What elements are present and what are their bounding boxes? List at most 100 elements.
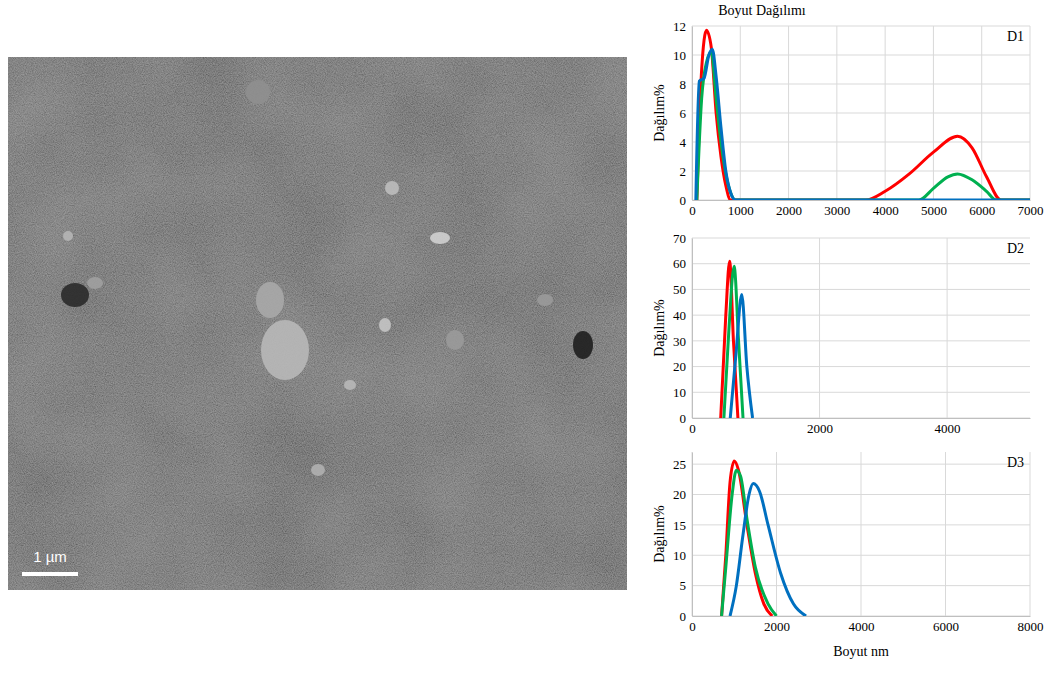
sem-particle	[385, 181, 399, 195]
y-tick: 60	[673, 256, 692, 271]
x-tick-label: 4000	[849, 619, 875, 634]
y-tick-label: 10	[673, 548, 686, 563]
y-axis-line	[692, 453, 693, 617]
y-axis: 0510152025	[673, 453, 693, 624]
y-grid-line	[692, 340, 1030, 341]
x-tick-label: 7000	[1018, 203, 1044, 218]
y-tick-label: 0	[680, 411, 687, 426]
y-tick: 0	[680, 411, 693, 426]
panel-title: D1	[1007, 29, 1024, 44]
x-tick-label: 2000	[807, 421, 833, 436]
y-tick: 4	[680, 135, 693, 150]
plot-lines	[721, 261, 753, 418]
plot-lines	[696, 30, 1030, 200]
x-tick: 2000	[807, 418, 833, 436]
y-grid-line	[692, 26, 1030, 27]
x-grid-line	[861, 452, 862, 616]
sem-particle	[430, 232, 450, 244]
y-tick: 20	[673, 487, 692, 502]
y-tick-label: 20	[673, 359, 686, 374]
series-line	[697, 30, 1030, 200]
figure-svg: 1 µmBoyut Dağılımı0100020003000400050006…	[0, 0, 1064, 677]
grid	[692, 452, 1030, 616]
x-axis: 0 1000 2000 3000 4000 5000 6000 7000	[689, 200, 1043, 218]
y-tick: 0	[680, 193, 693, 208]
y-tick-label: 60	[673, 256, 686, 271]
figure: 1 µmBoyut Dağılımı0100020003000400050006…	[0, 0, 1064, 677]
x-axis-line	[693, 616, 1031, 617]
y-tick-label: 20	[673, 487, 686, 502]
x-axis: 0 2000 4000	[689, 418, 1030, 436]
y-axis-line	[692, 27, 693, 201]
y-tick-label: 0	[680, 193, 687, 208]
x-grid-line	[819, 238, 820, 418]
x-tick-label: 4000	[873, 203, 899, 218]
y-tick-label: 5	[680, 578, 687, 593]
sem-particle	[344, 380, 356, 390]
sem-particle	[573, 331, 593, 359]
x-tick-label: 0	[689, 421, 696, 436]
y-grid-line	[692, 289, 1030, 290]
sem-particle	[63, 231, 73, 241]
scale-bar	[22, 572, 78, 576]
x-tick-label: 6000	[933, 619, 959, 634]
panel-title: D2	[1007, 241, 1024, 256]
y-tick-label: 15	[673, 518, 686, 533]
x-tick-label: 3000	[824, 203, 850, 218]
plot-lines	[722, 461, 807, 616]
y-axis: 024681012	[673, 19, 693, 208]
panel-title: D3	[1007, 455, 1024, 470]
y-grid-line	[692, 171, 1030, 172]
x-grid-line	[947, 238, 948, 418]
y-tick-label: 10	[673, 48, 686, 63]
series-line	[730, 295, 752, 418]
x-tick-label: 0	[689, 203, 696, 218]
grid	[692, 238, 1030, 418]
y-grid-line	[692, 616, 1030, 617]
x-tick: 8000	[1018, 616, 1044, 634]
y-tick-label: 40	[673, 308, 686, 323]
x-tick-label: 2000	[764, 619, 790, 634]
sem-particle	[261, 320, 309, 380]
x-tick-label: 1000	[728, 203, 754, 218]
x-tick-label: 6000	[969, 203, 995, 218]
x-grid-line	[945, 452, 946, 616]
scale-bar-label: 1 µm	[33, 548, 67, 565]
y-tick: 70	[673, 231, 692, 246]
sem-particle	[537, 294, 553, 306]
x-tick: 4000	[849, 616, 875, 634]
y-tick-label: 6	[680, 106, 687, 121]
y-grid-line	[692, 142, 1030, 143]
x-tick-label: 2000	[776, 203, 802, 218]
y-axis-title: Dağılım%	[652, 299, 667, 357]
y-grid-line	[692, 55, 1030, 56]
sem-particle	[87, 277, 103, 289]
x-tick-label: 4000	[935, 421, 961, 436]
y-tick: 20	[673, 359, 692, 374]
sem-shading	[8, 57, 627, 590]
x-tick: 1000	[728, 200, 754, 218]
sem-background	[8, 57, 627, 590]
x-grid-line	[692, 238, 693, 418]
x-grid-line	[776, 452, 777, 616]
panel: 020004000600080000510152025Dağılım%D3Boy…	[652, 452, 1044, 659]
y-tick-label: 70	[673, 231, 686, 246]
x-tick: 6000	[969, 200, 995, 218]
x-grid-line	[692, 26, 693, 200]
x-tick: 0	[689, 616, 696, 634]
y-tick-label: 10	[673, 385, 686, 400]
grid	[692, 26, 1030, 200]
y-axis-line	[692, 239, 693, 419]
x-tick: 5000	[921, 200, 947, 218]
y-tick: 10	[673, 48, 692, 63]
y-grid-line	[692, 113, 1030, 114]
y-axis-title: Dağılım%	[652, 84, 667, 142]
y-tick-label: 4	[680, 135, 687, 150]
y-tick-label: 0	[680, 609, 687, 624]
y-grid-line	[692, 464, 1030, 465]
y-tick: 2	[680, 164, 693, 179]
panel: 01000200030004000500060007000024681012Da…	[652, 19, 1044, 219]
y-grid-line	[692, 366, 1030, 367]
y-grid-line	[692, 238, 1030, 239]
x-axis-line	[693, 200, 1031, 201]
